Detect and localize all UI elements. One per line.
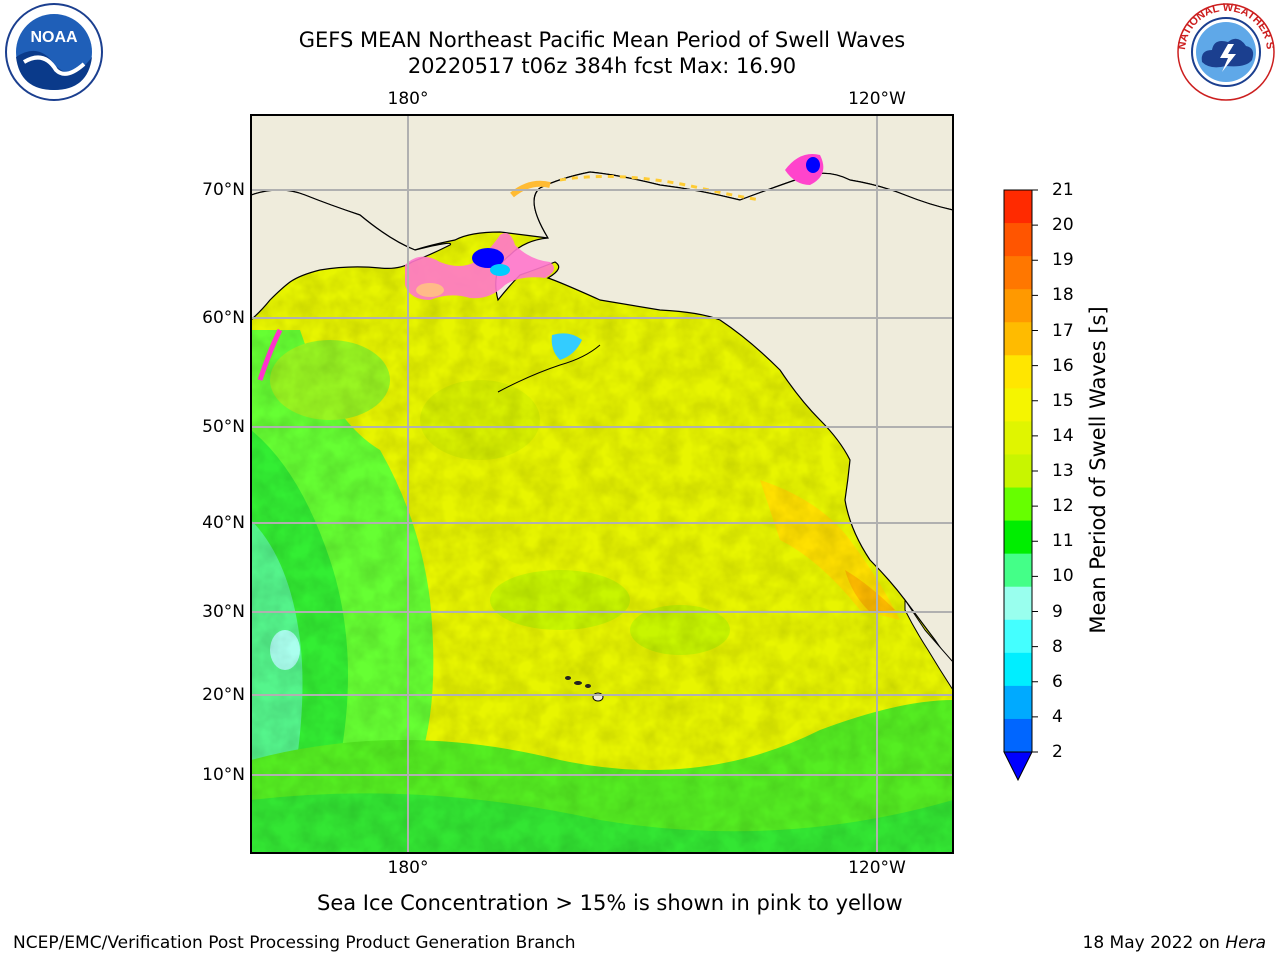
colorbar-tick-label: 8 [1052,636,1063,657]
lat-label: 20°N [202,685,245,705]
sea-ice [257,154,824,381]
sea-ice-footnote: Sea Ice Concentration > 15% is shown in … [317,891,903,915]
map-frame [250,114,954,854]
colorbar-tick-label: 2 [1052,742,1063,762]
footer-date: 18 May 2022 on Hera [1083,933,1267,953]
colorbar-tick-label: 11 [1052,531,1074,552]
colorbar-extend-min [1003,751,1033,782]
colorbar-tick-label: 6 [1052,671,1063,692]
lat-label: 60°N [202,308,245,328]
footer-date-text: 18 May 2022 on [1082,933,1226,953]
colorbar-band [1004,619,1032,654]
colorbar-tick-label: 18 [1052,285,1074,306]
colorbar-band [1004,223,1032,257]
colorbar-band [1004,421,1032,455]
lat-label: 10°N [202,765,245,785]
noaa-logo-text: NOAA [30,29,78,46]
colorbar-band [1004,718,1032,753]
chart-title: GEFS MEAN Northeast Pacific Mean Period … [298,28,906,52]
colorbar-band [1004,487,1032,522]
colorbar-tick-label: 14 [1052,425,1074,446]
lat-label: 30°N [202,602,245,622]
colorbar-tick-label: 16 [1052,355,1074,376]
colorbar-band [1004,355,1032,389]
colorbar-band [1004,454,1032,489]
colorbar-title: Mean Period of Swell Waves [s] [1086,306,1110,634]
map-panel [251,115,953,853]
colorbar-tick-label: 10 [1052,566,1074,587]
colorbar-band [1004,256,1032,290]
lon-label-top: 180° [387,89,429,109]
colorbar-tick-label: 20 [1052,215,1074,236]
colorbar-tick-label: 9 [1052,601,1063,622]
colorbar-tick-label: 4 [1052,706,1063,727]
colorbar-tick-label: 15 [1052,390,1074,411]
colorbar-band [1004,553,1032,588]
colorbar-tick-label: 12 [1052,496,1074,517]
footer-host: Hera [1225,933,1266,953]
colorbar-band [1004,652,1032,687]
graticule [251,115,953,853]
footer-credit: NCEP/EMC/Verification Post Processing Pr… [13,933,576,953]
lat-label: 50°N [202,417,245,437]
lon-label-bottom: 120°W [848,858,906,878]
colorbar-tick-label: 13 [1052,461,1074,481]
colorbar-band [1004,289,1032,323]
land-baja [904,598,953,691]
colorbar-tick-label: 21 [1052,180,1074,200]
colorbar-band [1004,322,1032,356]
noaa-logo: NOAA [5,3,103,101]
colorbar-band [1004,685,1032,720]
chart-subtitle: 20220517 t06z 384h fcst Max: 16.90 [407,54,797,78]
lon-label-top: 120°W [848,89,906,109]
colorbar-band [1004,520,1032,555]
lat-label: 70°N [202,180,245,200]
colorbar-band [1004,190,1032,224]
colorbar-tick-label: 17 [1052,320,1074,341]
colorbar-tick-label: 19 [1052,250,1074,271]
lat-label: 40°N [202,513,245,533]
nws-logo: NATIONAL WEATHER SERVICE [1176,2,1276,101]
colorbar [1003,189,1038,782]
colorbar-band [1004,388,1032,422]
lon-label-bottom: 180° [387,858,429,878]
colorbar-band [1004,586,1032,621]
aleutian-islands [497,344,601,393]
